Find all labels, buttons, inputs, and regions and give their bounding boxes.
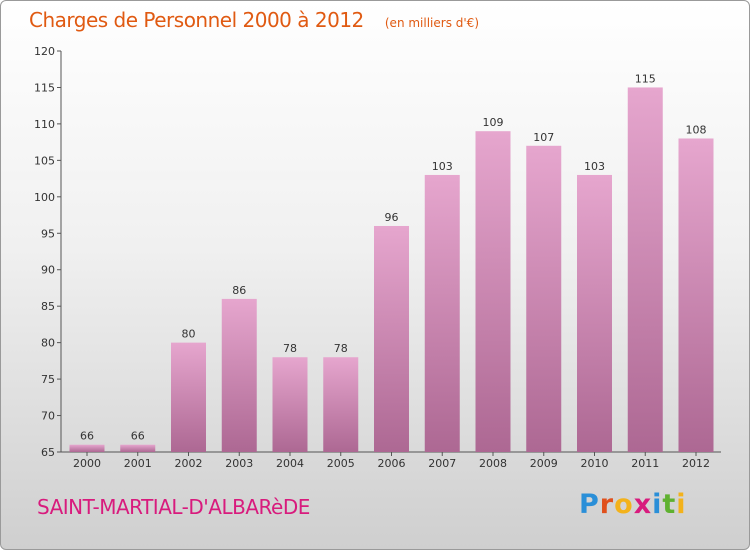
bar	[678, 138, 714, 452]
x-tick-label: 2007	[428, 457, 456, 470]
x-tick-label: 2002	[175, 457, 203, 470]
axes: 65 70 75 80 85 90 95 100 105 110 115 120	[34, 45, 721, 459]
data-label: 103	[584, 160, 605, 173]
bar	[424, 174, 460, 453]
x-tick-label: 2003	[225, 457, 253, 470]
x-tick-label: 2005	[327, 457, 355, 470]
data-label: 96	[385, 211, 399, 224]
data-label: 66	[131, 430, 145, 443]
x-tick-label: 2001	[124, 457, 152, 470]
bar	[323, 357, 359, 452]
x-tick-label: 2010	[581, 457, 609, 470]
labels: 66 2000 66 2001 80 2002 86 2003 78 2004 78 2005 96 20…	[73, 72, 710, 470]
y-tick-label: 70	[41, 410, 55, 423]
y-tick-label: 95	[41, 227, 55, 240]
logo-letter: i	[676, 489, 687, 520]
y-tick-label: 90	[41, 264, 55, 277]
logo-letter: o	[614, 489, 634, 520]
data-label: 78	[334, 342, 348, 355]
x-tick-label: 2011	[631, 457, 659, 470]
logo-letter: P	[579, 489, 600, 520]
title-row: Charges de Personnel 2000 à 2012 (en mil…	[29, 8, 479, 32]
bar	[171, 342, 206, 452]
bar	[526, 145, 562, 453]
bars	[69, 87, 714, 453]
y-tick-label: 105	[34, 154, 55, 167]
y-tick-label: 80	[41, 337, 55, 350]
x-tick-label: 2012	[682, 457, 710, 470]
data-label: 108	[686, 123, 707, 136]
y-tick-label: 115	[34, 81, 55, 94]
y-tick-label: 85	[41, 300, 55, 313]
data-label: 107	[533, 131, 554, 144]
data-label: 66	[80, 430, 94, 443]
x-tick-label: 2000	[73, 457, 101, 470]
bar	[272, 357, 308, 452]
commune-name: SAINT-MARTIAL-D'ALBARèDE	[37, 495, 310, 519]
chart-subtitle: (en milliers d'€)	[384, 16, 479, 30]
logo-letter: t	[662, 489, 677, 520]
y-tick-label: 75	[41, 373, 55, 386]
bar	[475, 131, 511, 452]
bar	[577, 174, 612, 453]
bar	[221, 298, 257, 452]
y-tick-label: 100	[34, 191, 55, 204]
data-label: 80	[182, 328, 196, 341]
proxiti-logo[interactable]: Proxiti	[579, 489, 687, 520]
data-label: 115	[635, 72, 656, 85]
logo-letter: i	[652, 489, 663, 520]
y-tick-label: 110	[34, 118, 55, 131]
x-tick-label: 2009	[530, 457, 558, 470]
bar	[374, 225, 409, 452]
x-tick-label: 2004	[276, 457, 304, 470]
bar	[69, 444, 105, 452]
data-label: 103	[432, 160, 453, 173]
logo-letter: r	[599, 489, 615, 520]
bar	[120, 444, 156, 452]
logo-letter: x	[633, 489, 653, 520]
x-tick-label: 2008	[479, 457, 507, 470]
chart-title: Charges de Personnel 2000 à 2012	[29, 8, 364, 32]
bar	[627, 87, 663, 453]
x-tick-label: 2006	[378, 457, 406, 470]
data-label: 86	[232, 284, 246, 297]
y-tick-label: 120	[34, 45, 55, 58]
data-label: 109	[483, 116, 504, 129]
y-tick-label: 65	[41, 446, 55, 459]
data-label: 78	[283, 342, 297, 355]
